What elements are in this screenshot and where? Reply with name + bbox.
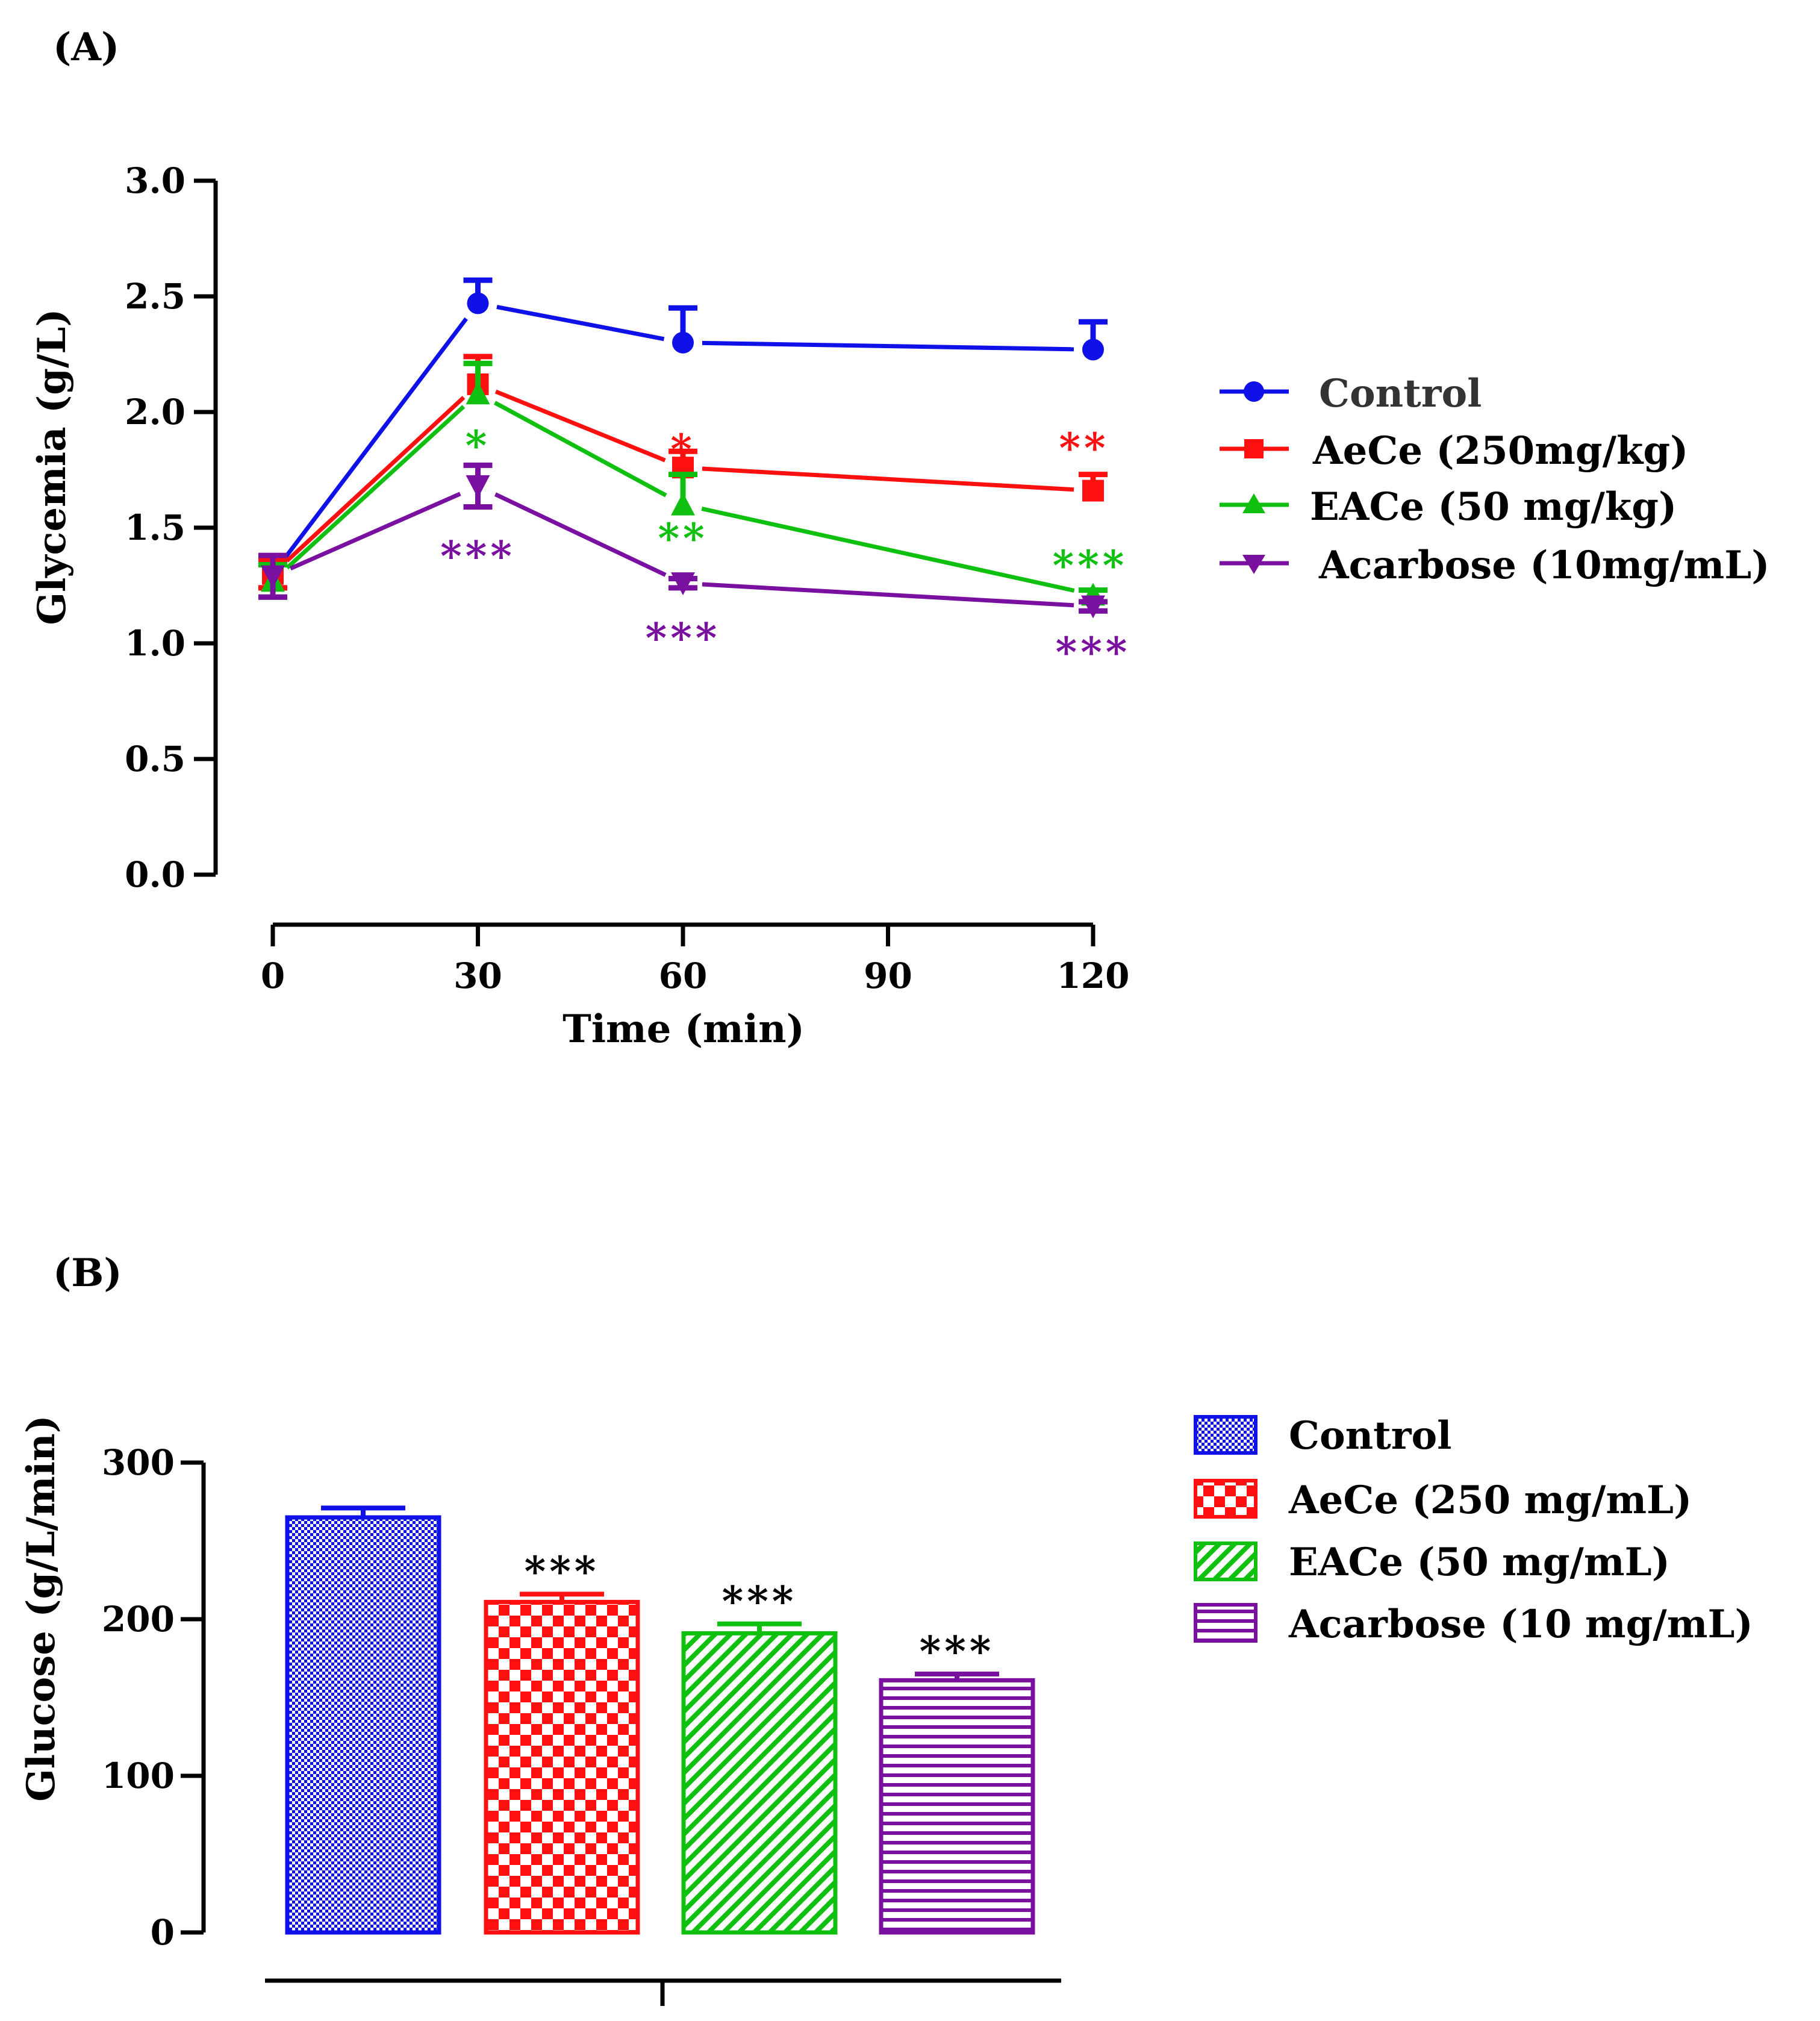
panel-a-y-tick-label: 1.5 [125, 507, 185, 548]
legend-a-control: Control [1220, 371, 1482, 416]
panel-a-aece-line-segment [285, 396, 466, 563]
panel-a-acarbose-line-segment [702, 582, 1074, 608]
panel-a-eace-significance-label: ** [658, 515, 708, 563]
legend-b-eace: EACe (50 mg/mL) [1194, 1540, 1670, 1585]
panel-a-aece-line-segment [494, 389, 666, 463]
legend-b-acarbose-label: Acarbose (10 mg/mL) [1288, 1602, 1753, 1647]
panel-a-x-tick-label: 0 [261, 955, 285, 996]
legend-a-eace-marker [1242, 493, 1265, 513]
legend-a-eace: EACe (50 mg/kg) [1220, 484, 1677, 529]
panel-a-acarbose-point [671, 572, 695, 596]
panel-b-eace-significance-label: *** [722, 1578, 797, 1626]
panel-b-y-axis-title: Glucose (g/L/min) [19, 1415, 64, 1802]
legend-b-control-label: Control [1289, 1413, 1451, 1458]
legend-a-acarbose: Acarbose (10mg/mL) [1220, 543, 1769, 588]
panel-a-y-tick-label: 2.5 [125, 276, 185, 317]
legend-a-aece-marker [1244, 439, 1264, 458]
panel-a-eace-point [671, 492, 695, 516]
legend-b-aece-label: AeCe (250 mg/mL) [1288, 1478, 1692, 1523]
legend-a-aece: AeCe (250mg/kg) [1220, 428, 1688, 473]
panel-a-line-chart: 0.00.51.01.52.02.53.00 30 60 90 120* ********… [125, 160, 1131, 996]
panel-a-x-tick-label: 90 [864, 955, 912, 996]
legend-a-aece-label: AeCe (250mg/kg) [1312, 428, 1688, 473]
legend-a-control-label: Control [1319, 371, 1482, 416]
panel-b-label: (B) [53, 1251, 122, 1296]
legend-b-control: Control [1194, 1413, 1451, 1458]
panel-b-y-tick-label: 100 [102, 1755, 175, 1796]
panel-a-y-tick-label: 1.0 [125, 623, 185, 664]
panel-a-aece-significance-label: ** [1059, 425, 1109, 473]
panel-a-control-point [672, 331, 694, 354]
panel-a-y-tick-label: 0.0 [125, 854, 185, 895]
panel-a-acarbose-point [466, 475, 490, 498]
panel-b-bar-control [285, 1515, 441, 1935]
legend-b-acarbose: Acarbose (10 mg/mL) [1194, 1602, 1753, 1647]
panel-a-aece-line-segment [702, 466, 1074, 492]
legend-b-eace-label: EACe (50 mg/mL) [1289, 1540, 1670, 1585]
legend-b-eace-swatch [1194, 1542, 1257, 1581]
panel-b-acarbose-significance-label: *** [920, 1628, 995, 1676]
panel-a-aece-significance-label: * [670, 425, 696, 473]
panel-a-label: (A) [53, 25, 119, 70]
legend-a-acarbose-label: Acarbose (10mg/mL) [1318, 543, 1769, 588]
panel-a-eace-line-segment [701, 507, 1075, 593]
panel-a-x-axis-title: Time (min) [563, 1007, 805, 1052]
panel-a-x-tick-label: 120 [1056, 955, 1129, 996]
legend-b-acarbose-swatch [1194, 1603, 1257, 1643]
panel-a-acarbose-line-segment [494, 492, 667, 577]
panel-a-eace-significance-label: * [466, 422, 491, 470]
panel-b-bar-chart: 0 100 200 300 *** *** *** [102, 1442, 1061, 2006]
panel-a-acarbose-significance-label: *** [1056, 629, 1131, 677]
panel-a-eace-point [466, 381, 490, 405]
panel-a-y-tick-label: 3.0 [125, 160, 185, 201]
panel-a-control-line-segment [702, 340, 1074, 352]
legend-b-aece-swatch [1194, 1479, 1257, 1519]
panel-a-eace-line-segment [493, 401, 667, 498]
panel-b-y-tick-label: 200 [102, 1599, 175, 1640]
panel-a-control-line-segment [496, 305, 665, 342]
legend-a-acarbose-marker [1242, 555, 1265, 574]
panel-a-control-point [467, 292, 489, 314]
panel-a-eace-significance-label: *** [1053, 542, 1128, 590]
panel-a-x-tick-label: 60 [659, 955, 708, 996]
legend-a-control-marker [1244, 381, 1264, 402]
legend-b-aece: AeCe (250 mg/mL) [1194, 1478, 1692, 1523]
legend-a-eace-label: EACe (50 mg/kg) [1310, 484, 1677, 529]
panel-a-acarbose-significance-label: *** [440, 533, 516, 581]
panel-a-acarbose-point [261, 565, 285, 589]
panel-a-y-axis-title: Glycemia (g/L) [30, 308, 75, 625]
panel-a-aece-point [1082, 479, 1104, 502]
panel-a-acarbose-point [1081, 595, 1105, 619]
panel-a-acarbose-significance-label: *** [646, 614, 721, 663]
panel-b-y-tick-label: 0 [151, 1912, 175, 1953]
panel-b-aece-significance-label: *** [525, 1548, 600, 1596]
panel-b-y-tick-label: 300 [102, 1442, 175, 1483]
panel-a-y-tick-label: 2.0 [125, 392, 185, 433]
panel-b-bar-aece [484, 1599, 640, 1935]
panel-b-bar-acarbose [879, 1678, 1035, 1935]
panel-a-control-line-segment [282, 317, 468, 560]
legend-b-control-swatch [1194, 1415, 1257, 1455]
panel-b-legend: Control AeCe (250 mg/mL) EACe (50 mg/mL)… [1194, 1413, 1753, 1647]
panel-a-y-tick-label: 0.5 [125, 739, 185, 779]
panel-a-acarbose-line-segment [289, 492, 461, 570]
panel-a-control-point [1082, 339, 1104, 361]
panel-a-eace-line-segment [285, 405, 466, 570]
panel-a-legend: Control AeCe (250mg/kg) EACe (50 mg/kg) … [1220, 371, 1769, 588]
panel-b-bar-eace [681, 1631, 838, 1935]
panel-a-x-tick-label: 30 [453, 955, 502, 996]
